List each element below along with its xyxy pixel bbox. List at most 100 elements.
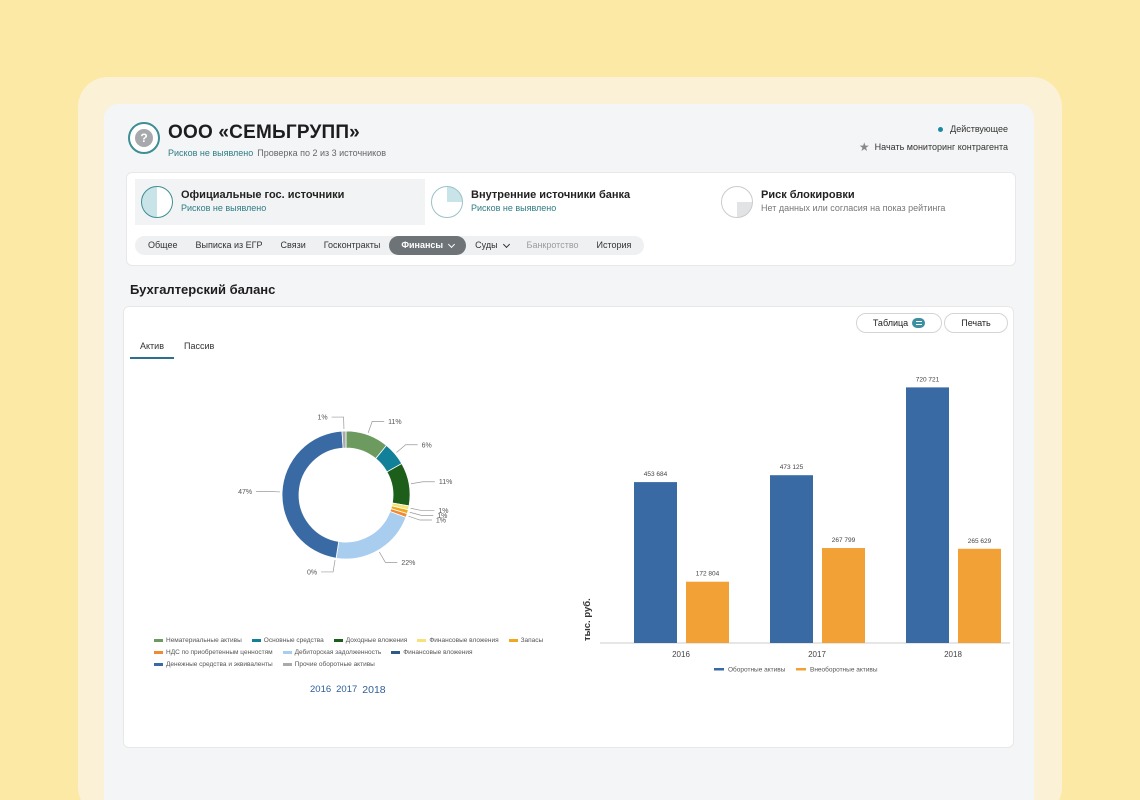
legend-swatch: [417, 639, 427, 642]
subtab-liabilities[interactable]: Пассив: [183, 341, 215, 351]
legend-label: Денежные средства и эквиваленты: [166, 661, 273, 668]
donut-label-line: [409, 511, 434, 516]
legend-item[interactable]: Финансовые вложения: [391, 649, 472, 656]
print-button-label: Печать: [961, 318, 991, 328]
donut-chart: 11%6%11%1%1%1%22%0%47%1%: [238, 415, 453, 577]
donut-value-label: 47%: [238, 489, 252, 496]
chevron-down-icon: [502, 240, 510, 248]
legend-label: Финансовые вложения: [429, 637, 499, 644]
source-block-pie-icon: [721, 186, 753, 218]
donut-value-label: 11%: [439, 479, 453, 486]
legend-row: Денежные средства и эквиваленты Прочие об…: [154, 661, 554, 668]
year-2018[interactable]: 2018: [362, 684, 386, 696]
source-official-pie-icon: [141, 186, 173, 218]
legend-swatch: [508, 639, 518, 642]
tab-history[interactable]: История: [596, 240, 632, 250]
donut-segment: [281, 430, 344, 559]
legend-label: Доходные вложения: [345, 637, 408, 644]
source-subtitle: Рисков не выявлено: [181, 203, 267, 213]
tab-links[interactable]: Связи: [280, 240, 306, 250]
legend-label: Основные средства: [263, 637, 324, 644]
legend-item[interactable]: Прочие оборотные активы: [282, 661, 375, 668]
source-block-risk[interactable]: Риск блокировки Нет данных или согласия …: [715, 179, 1005, 225]
source-subtitle: Рисков не выявлено: [471, 203, 557, 213]
tab-courts-label: Суды: [475, 240, 498, 250]
donut-label-line: [408, 515, 432, 521]
legend-swatch: [154, 639, 163, 642]
donut-value-label: 1%: [436, 518, 446, 525]
table-icon: [912, 318, 926, 328]
company-logo-icon: ?: [128, 122, 160, 154]
legend-swatch: [391, 651, 401, 654]
print-button[interactable]: Печать: [944, 313, 1008, 333]
legend-swatch: [714, 668, 724, 671]
legend-item[interactable]: Денежные средства и эквиваленты: [154, 661, 273, 668]
donut-label-line: [410, 481, 435, 485]
bar-value-label: 267 799: [832, 537, 856, 544]
monitor-label: Начать мониторинг контрагента: [874, 142, 1008, 152]
legend-swatch: [154, 663, 163, 666]
subtab-assets[interactable]: Актив: [130, 339, 174, 359]
source-title: Внутренние источники банка: [471, 189, 631, 201]
risk-status: Рисков не выявлено: [168, 148, 254, 158]
donut-label-line: [410, 507, 435, 512]
donut-label-line: [331, 416, 345, 430]
donut-value-label: 1%: [317, 415, 327, 422]
bar-value-label: 473 125: [780, 464, 804, 471]
donut-label-line: [256, 491, 281, 493]
legend-item[interactable]: Основные средства: [251, 637, 324, 644]
start-monitoring-link[interactable]: ★ Начать мониторинг контрагента: [859, 140, 1008, 154]
table-button-label: Таблица: [872, 318, 909, 328]
nav-tabs: Общее Выписка из ЕГР Связи Госконтракты …: [135, 236, 645, 255]
bar: [634, 482, 677, 643]
sources-card: Официальные гос. источники Рисков не выя…: [126, 172, 1016, 266]
balance-card: Таблица Печать Актив Пассив 11% 6% 11% 1% 1%…: [123, 306, 1014, 748]
donut-label-line: [396, 444, 418, 453]
legend-item[interactable]: Запасы: [508, 637, 543, 644]
legend-item[interactable]: НДС по приобретенным ценностям: [154, 649, 273, 656]
donut-value-label: 6%: [422, 442, 432, 449]
x-tick-label: 2018: [944, 650, 962, 659]
tab-egr[interactable]: Выписка из ЕГР: [195, 240, 263, 250]
legend-item[interactable]: Финансовые вложения: [417, 637, 499, 644]
bar-chart: тыс. руб. 453 684 172 804 2016 473 125 267 79…: [582, 376, 1010, 674]
tab-finance[interactable]: Финансы: [389, 236, 467, 255]
legend-swatch: [251, 639, 261, 642]
legend-item[interactable]: Дебиторская задолженность: [282, 649, 381, 656]
legend-swatch: [282, 651, 292, 654]
y-axis-label: тыс. руб.: [582, 598, 593, 641]
legend-swatch: [282, 663, 292, 666]
legend-item[interactable]: Нематериальные активы: [154, 637, 242, 644]
app-window: ? ООО «СЕМЬГРУПП» Рисков не выявлено Пров…: [104, 104, 1034, 800]
tab-bankruptcy[interactable]: Банкротство: [526, 240, 579, 250]
donut-value-label: 0%: [307, 569, 317, 576]
donut-legend: Нематериальные активы Основные средства До…: [154, 637, 554, 673]
donut-segment: [386, 463, 411, 507]
legend-label[interactable]: Оборотные активы: [728, 666, 786, 674]
bar: [958, 548, 1001, 643]
company-subtitle: Рисков не выявлено Проверка по 2 из 3 ист…: [168, 148, 386, 158]
source-internal[interactable]: Внутренние источники банка Рисков не выя…: [425, 179, 715, 225]
tab-general[interactable]: Общее: [148, 240, 178, 250]
check-status: Проверка по 2 из 3 источников: [257, 148, 386, 158]
donut-value-label: 1%: [438, 508, 448, 515]
company-status: Действующее: [938, 124, 1008, 134]
source-title: Официальные гос. источники: [181, 189, 345, 201]
source-official[interactable]: Официальные гос. источники Рисков не выя…: [135, 179, 425, 225]
bar-value-label: 720 721: [916, 376, 940, 383]
legend-row: НДС по приобретенным ценностям Дебиторска…: [154, 649, 554, 656]
legend-label[interactable]: Внеоборотные активы: [810, 666, 878, 674]
table-button[interactable]: Таблица: [856, 313, 942, 333]
bar: [770, 475, 813, 643]
company-name: ООО «СЕМЬГРУПП»: [168, 122, 360, 143]
balance-subtabs: Актив Пассив: [130, 339, 224, 359]
legend-label: Нематериальные активы: [166, 637, 242, 644]
tab-contracts[interactable]: Госконтракты: [323, 240, 381, 250]
legend-label: НДС по приобретенным ценностям: [166, 649, 273, 656]
tab-courts[interactable]: Суды: [466, 236, 517, 255]
year-2016[interactable]: 2016: [310, 684, 332, 695]
legend-item[interactable]: Доходные вложения: [333, 637, 408, 644]
status-dot-icon: [938, 126, 944, 132]
year-2017[interactable]: 2017: [336, 684, 358, 695]
legend-swatch: [333, 639, 343, 642]
